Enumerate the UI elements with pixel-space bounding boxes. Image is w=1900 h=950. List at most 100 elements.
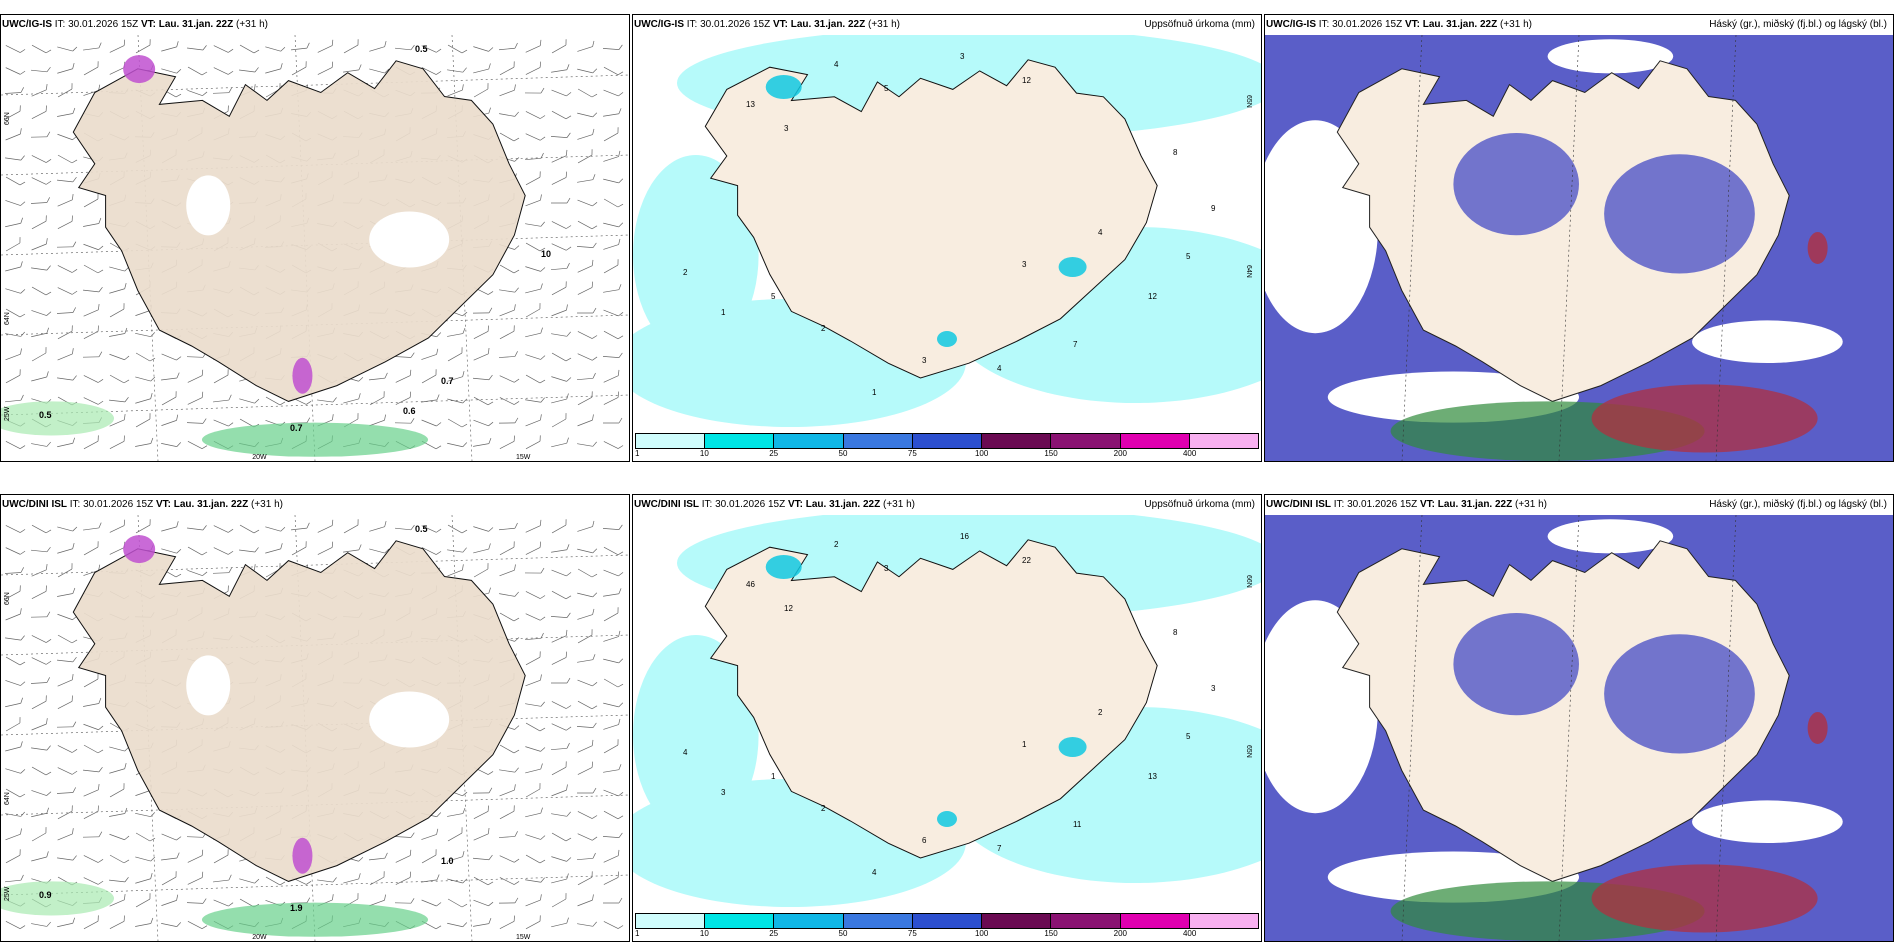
wind-barb <box>525 763 543 774</box>
map-panel-dini-wind: UWC/DINI ISL IT: 30.01.2026 15Z VT: Lau.… <box>0 494 630 942</box>
colorbar-tick-label: 10 <box>699 929 709 938</box>
wind-barb <box>525 171 541 186</box>
map-panel-dini-cloud: UWC/DINI ISL IT: 30.01.2026 15Z VT: Lau.… <box>1264 494 1894 942</box>
wind-barb <box>369 871 385 886</box>
wind-barb <box>447 850 465 862</box>
rain-precip-area <box>201 902 429 937</box>
wind-barb <box>265 396 286 406</box>
wind-barb <box>57 375 77 381</box>
wind-barb <box>135 437 154 447</box>
wind-barb <box>498 351 518 358</box>
rain-precip-area <box>201 422 429 457</box>
wind-barb <box>447 564 464 577</box>
wind-barb <box>499 784 516 797</box>
wind-barb <box>31 790 52 796</box>
wind-barb <box>5 308 26 318</box>
wind-barb <box>603 718 621 730</box>
wind-barb <box>577 281 593 295</box>
lead-time: (+31 h) <box>251 499 283 510</box>
wind-barb <box>525 111 546 119</box>
wind-barb <box>57 587 76 597</box>
precip-value-label: 2 <box>834 540 839 549</box>
wind-barb <box>265 543 283 554</box>
wind-barb <box>57 287 78 295</box>
longitude-label: 20W <box>252 454 267 461</box>
wind-barb <box>525 915 541 930</box>
wind-barb <box>31 695 47 710</box>
wind-barb <box>161 852 180 861</box>
wind-barb <box>31 238 48 251</box>
wind-barb <box>212 87 233 94</box>
wind-barb <box>31 215 47 230</box>
precip-value-label: 13 <box>746 100 755 109</box>
wind-barb <box>5 547 26 555</box>
iceland-coastline <box>72 540 526 882</box>
wind-barb <box>57 805 73 820</box>
wind-barb <box>161 41 179 52</box>
wind-barb <box>473 438 492 447</box>
wind-barb <box>421 828 439 840</box>
precip-value-label: 0.9 <box>39 890 52 900</box>
wind-barb <box>5 200 26 206</box>
wind-barb <box>5 288 26 294</box>
wind-barb <box>525 266 546 272</box>
wind-barb <box>109 915 125 929</box>
wind-barb <box>525 133 546 141</box>
wind-barb <box>186 898 207 904</box>
clear-sky <box>1692 800 1843 844</box>
wind-barb <box>447 84 464 97</box>
wind-barb <box>57 855 77 861</box>
it-label: IT: <box>686 19 698 30</box>
precip-value-label: 7 <box>1073 340 1078 349</box>
wind-barb <box>31 310 52 316</box>
it-value: 30.01.2026 15Z <box>68 19 139 30</box>
wind-barb <box>291 42 310 51</box>
wind-barb <box>603 127 619 142</box>
wind-barb <box>5 656 26 666</box>
wind-barb <box>212 567 233 574</box>
wind-barb <box>577 40 595 52</box>
wind-barb <box>317 397 337 403</box>
wind-barb <box>421 874 440 883</box>
wind-barb <box>187 849 204 863</box>
it-label: IT: <box>1318 19 1330 30</box>
precip-value-label: 8 <box>1173 148 1178 157</box>
wind-barb <box>5 45 26 53</box>
wind-barb <box>57 526 78 532</box>
wind-barb <box>317 877 337 883</box>
wind-barb <box>31 766 52 776</box>
cloud-map <box>1265 35 1893 461</box>
wind-barb <box>109 894 126 907</box>
wind-barb <box>161 391 177 406</box>
colorbar-tick-label: 100 <box>974 929 989 938</box>
wind-barb <box>83 673 99 688</box>
wind-barb <box>603 441 624 449</box>
wind-barb <box>576 372 596 381</box>
rain-precip-area <box>1 401 115 436</box>
precip-value-label: 0.7 <box>441 376 454 386</box>
wind-map: 0.5 0.9 1.0 1.9 66N 64N 25W 20W 15W <box>1 515 629 941</box>
colorbar-swatch <box>705 914 775 928</box>
wind-barb <box>56 241 77 248</box>
colorbar-swatch <box>774 434 844 448</box>
wind-barb <box>473 563 489 578</box>
wind-barb <box>551 832 572 842</box>
wind-barb <box>525 701 545 707</box>
wind-barb <box>602 352 623 359</box>
iceland-coastline <box>1336 540 1790 882</box>
low-cloud-band <box>1591 864 1818 933</box>
wind-barb <box>551 856 572 862</box>
wind-barb <box>551 64 570 73</box>
wind-barb <box>525 435 541 450</box>
wind-barb <box>551 281 567 296</box>
colorbar-tick-label: 1 <box>635 449 640 458</box>
wind-barb <box>5 105 21 120</box>
wind-barb <box>551 413 567 428</box>
precip-value-label: 5 <box>884 84 889 93</box>
map-panel-igis-cloud: UWC/IG-IS IT: 30.01.2026 15Z VT: Lau. 31… <box>1264 14 1894 462</box>
model-label: UWC/DINI ISL <box>2 499 67 510</box>
wind-barb <box>109 283 127 294</box>
wind-barb <box>161 68 182 74</box>
wind-barb <box>135 393 153 404</box>
